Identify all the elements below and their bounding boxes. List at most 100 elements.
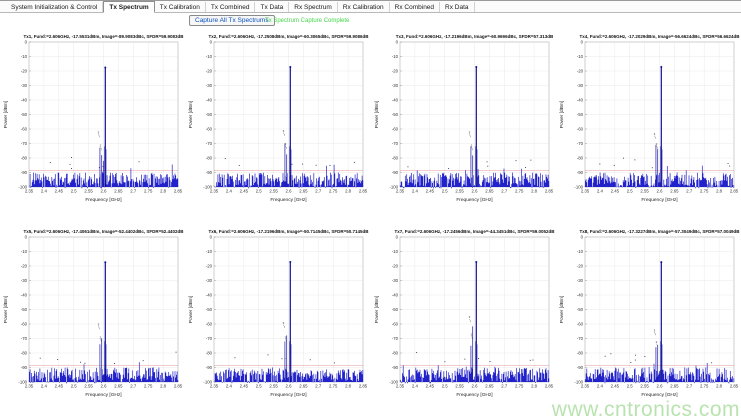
svg-text:2.4: 2.4 [226,384,233,389]
svg-text:-40: -40 [21,98,28,103]
svg-text:3: 3 [653,328,655,332]
toolbar: Capture All Tx Spectrums Tx Spectrum Cap… [0,13,741,29]
tab-system-initialization-control[interactable]: System Initialization & Control [6,2,104,12]
svg-text:-30: -30 [391,83,398,88]
tab-tx-calibration[interactable]: Tx Calibration [155,2,206,12]
svg-text:-60: -60 [206,322,213,327]
svg-text:Frequency [GHz]: Frequency [GHz] [456,392,492,398]
svg-text:-10: -10 [577,249,584,254]
svg-text:2.4: 2.4 [226,189,233,194]
svg-text:2.35: 2.35 [25,189,34,194]
svg-text:Power [dBm]: Power [dBm] [559,296,565,323]
spectrum-plot-tx3: 2.35 2.4 2.45 2.5 2.55 2.6 2.65 2.7 2.75 2.8 2.85 0… [371,29,556,224]
svg-text:Power [dBm]: Power [dBm] [188,101,194,128]
svg-text:-70: -70 [21,336,28,341]
svg-text:0: 0 [395,40,398,45]
svg-text:2.55: 2.55 [270,384,279,389]
svg-text:Tx4, Fund:=2.606GHz, -17.2029d: Tx4, Fund:=2.606GHz, -17.2029dBm, Image=… [579,34,740,39]
svg-text:3: 3 [468,130,470,134]
svg-text:-30: -30 [577,83,584,88]
svg-text:-70: -70 [206,141,213,146]
svg-text:-30: -30 [206,278,213,283]
svg-text:2.45: 2.45 [240,384,249,389]
svg-text:2.45: 2.45 [240,189,249,194]
svg-text:2.5: 2.5 [256,384,263,389]
svg-text:2.75: 2.75 [144,189,153,194]
svg-text:Tx6, Fund:=2.606GHz, -17.2196d: Tx6, Fund:=2.606GHz, -17.2196dBm, Image=… [209,229,370,234]
svg-text:0: 0 [580,235,583,240]
svg-text:-40: -40 [391,293,398,298]
svg-text:Frequency [GHz]: Frequency [GHz] [271,392,307,398]
svg-text:-80: -80 [577,156,584,161]
svg-text:2.65: 2.65 [114,384,123,389]
svg-text:2.35: 2.35 [395,384,404,389]
tab-rx-calibration[interactable]: Rx Calibration [338,2,390,12]
svg-text:-20: -20 [206,69,213,74]
svg-text:2.55: 2.55 [84,384,93,389]
svg-text:2.8: 2.8 [531,189,538,194]
svg-text:-50: -50 [21,112,28,117]
svg-text:2: 2 [470,333,472,337]
svg-text:2.65: 2.65 [670,384,679,389]
svg-text:-60: -60 [21,127,28,132]
svg-text:-100: -100 [389,380,398,385]
svg-text:-60: -60 [206,127,213,132]
svg-text:2: 2 [100,336,102,340]
svg-text:2.7: 2.7 [686,384,693,389]
svg-text:-50: -50 [577,307,584,312]
svg-text:2.35: 2.35 [395,189,404,194]
svg-text:-20: -20 [206,264,213,269]
svg-text:2.4: 2.4 [41,189,48,194]
svg-text:0: 0 [210,40,213,45]
svg-text:2.7: 2.7 [130,189,137,194]
svg-text:-100: -100 [18,185,27,190]
svg-text:3: 3 [283,129,285,133]
tab-tx-spectrum[interactable]: Tx Spectrum [103,1,155,13]
tab-rx-spectrum[interactable]: Rx Spectrum [289,2,338,12]
svg-text:2.6: 2.6 [286,384,293,389]
svg-text:2: 2 [285,336,287,340]
svg-text:2.6: 2.6 [471,189,478,194]
svg-text:-10: -10 [577,54,584,59]
capture-all-tx-spectrums-button[interactable]: Capture All Tx Spectrums [189,15,275,26]
svg-text:2.7: 2.7 [686,189,693,194]
tab-tx-combined[interactable]: Tx Combined [206,2,256,12]
svg-text:2.85: 2.85 [174,384,183,389]
svg-text:-10: -10 [391,249,398,254]
tab-rx-data[interactable]: Rx Data [440,2,475,12]
svg-text:-80: -80 [21,351,28,356]
svg-text:Power [dBm]: Power [dBm] [188,296,194,323]
spectrum-plot-tx8: 2.35 2.4 2.45 2.5 2.55 2.6 2.65 2.7 2.75 2.8 2.85 0… [556,224,741,419]
svg-text:-50: -50 [206,112,213,117]
spectrum-plot-tx4: 2.35 2.4 2.45 2.5 2.55 2.6 2.65 2.7 2.75 2.8 2.85 0… [556,29,741,224]
svg-text:-40: -40 [206,98,213,103]
tab-tx-data[interactable]: Tx Data [255,2,290,12]
svg-text:-90: -90 [391,365,398,370]
svg-text:2.35: 2.35 [581,384,590,389]
svg-text:-80: -80 [206,351,213,356]
svg-text:-80: -80 [21,156,28,161]
svg-text:-40: -40 [577,98,584,103]
svg-text:2.45: 2.45 [55,189,64,194]
svg-text:2.45: 2.45 [425,189,434,194]
svg-text:2.75: 2.75 [515,384,524,389]
svg-text:-70: -70 [206,336,213,341]
svg-text:-70: -70 [391,141,398,146]
spectrum-plot-grid: 2.35 2.4 2.45 2.5 2.55 2.6 2.65 2.7 2.75 2.8 2.85 0… [0,29,741,419]
svg-text:0: 0 [25,235,28,240]
svg-text:-50: -50 [391,307,398,312]
svg-text:2.55: 2.55 [455,189,464,194]
svg-text:-60: -60 [577,322,584,327]
svg-text:2: 2 [655,340,657,344]
svg-text:-100: -100 [389,185,398,190]
svg-text:Power [dBm]: Power [dBm] [374,101,380,128]
svg-text:2.75: 2.75 [515,189,524,194]
svg-text:2.65: 2.65 [670,189,679,194]
svg-text:2.8: 2.8 [716,189,723,194]
svg-text:Tx8, Fund:=2.606GHz, -17.3227d: Tx8, Fund:=2.606GHz, -17.3227dBm, Image=… [579,229,740,234]
svg-text:2.55: 2.55 [640,384,649,389]
svg-text:0: 0 [25,40,28,45]
svg-text:0: 0 [580,40,583,45]
tab-rx-combined[interactable]: Rx Combined [390,2,441,12]
